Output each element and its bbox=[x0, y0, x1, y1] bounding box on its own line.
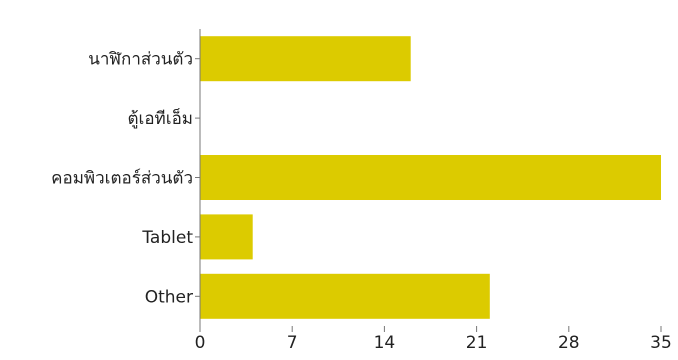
labels-layer: นาฬิกาส่วนตัวตู้เอทีเอ็มคอมพิวเตอร์ส่วนต… bbox=[51, 50, 672, 353]
category-label: นาฬิกาส่วนตัว bbox=[88, 50, 193, 70]
x-tick-label: 7 bbox=[287, 333, 298, 353]
x-tick-label: 35 bbox=[650, 333, 672, 353]
bar bbox=[200, 273, 490, 319]
bar bbox=[200, 36, 411, 82]
bar bbox=[200, 214, 253, 260]
x-tick-label: 14 bbox=[374, 333, 396, 353]
category-label: คอมพิวเตอร์ส่วนตัว bbox=[51, 169, 193, 189]
category-label: ตู้เอทีเอ็ม bbox=[128, 107, 194, 129]
bar bbox=[200, 155, 661, 200]
category-label: Tablet bbox=[141, 228, 193, 248]
bars-layer bbox=[200, 36, 661, 319]
x-tick-label: 21 bbox=[466, 333, 488, 353]
x-tick-label: 0 bbox=[195, 333, 206, 353]
x-tick-label: 28 bbox=[558, 333, 580, 353]
axes-layer bbox=[195, 29, 662, 332]
category-label: Other bbox=[145, 287, 193, 307]
